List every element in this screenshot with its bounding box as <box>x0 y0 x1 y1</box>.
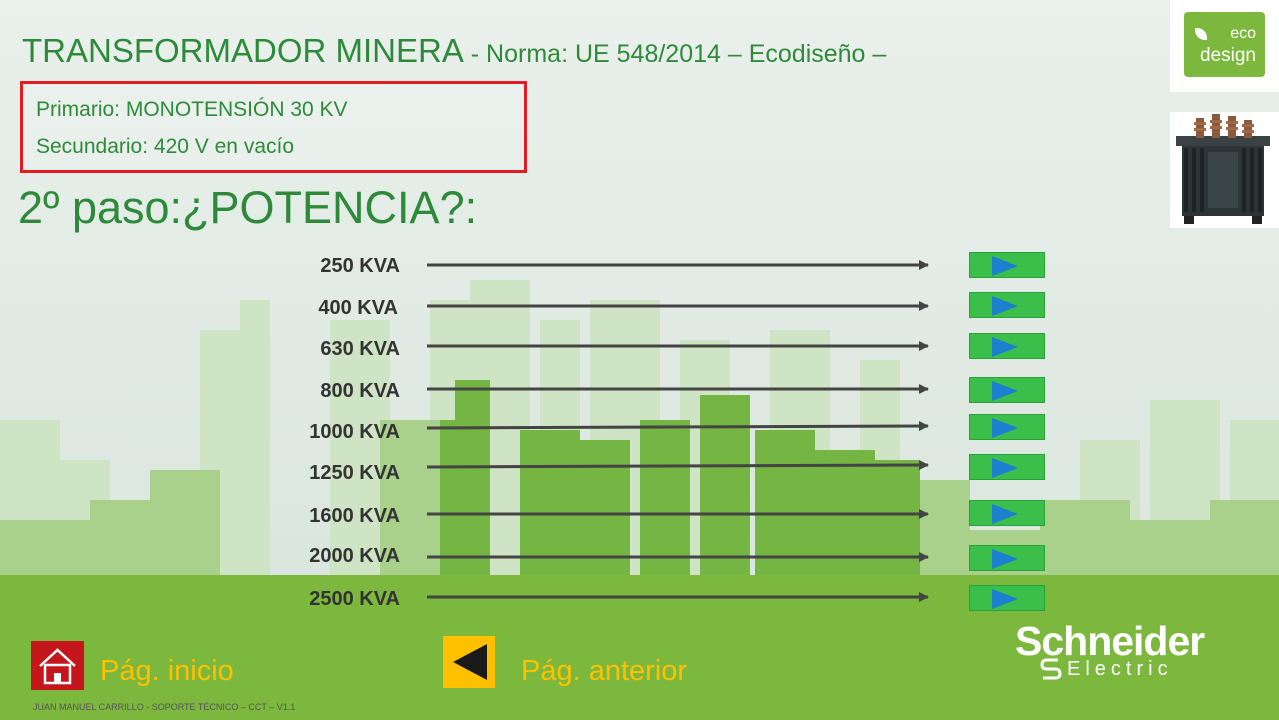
title-main: TRANSFORMADOR MINERA <box>22 32 464 69</box>
select-400-button[interactable] <box>969 292 1045 318</box>
select-2000-button[interactable] <box>969 545 1045 571</box>
power-label-630: 630 KVA <box>320 338 400 360</box>
play-icon <box>992 458 1018 478</box>
previous-page-link[interactable]: Pág. anterior <box>521 655 688 687</box>
brand-name: Schneider <box>1015 618 1205 664</box>
eco-logo-word2: design <box>1200 45 1256 66</box>
play-icon <box>992 418 1018 438</box>
voltage-specs-box: Primario: MONOTENSIÓN 30 KV Secundario: … <box>20 81 527 173</box>
select-800-button[interactable] <box>969 377 1045 403</box>
power-label-250: 250 KVA <box>320 255 400 277</box>
play-icon <box>992 337 1018 357</box>
brand-sub: Electric <box>1067 658 1173 680</box>
select-1000-button[interactable] <box>969 414 1045 440</box>
triangle-left-icon <box>453 644 487 680</box>
power-label-2500: 2500 KVA <box>309 588 400 610</box>
secondary-voltage: Secundario: 420 V en vacío <box>36 135 295 158</box>
play-icon <box>992 549 1018 569</box>
primary-voltage: Primario: MONOTENSIÓN 30 KV <box>36 98 348 121</box>
select-250-button[interactable] <box>969 252 1045 278</box>
play-icon <box>992 296 1018 316</box>
select-1250-button[interactable] <box>969 454 1045 480</box>
title-subtitle: - Norma: UE 548/2014 – Ecodiseño – <box>463 40 887 68</box>
home-button[interactable] <box>31 641 84 690</box>
transformer-image <box>1170 112 1279 228</box>
schneider-s-icon <box>1040 658 1062 680</box>
page-title: TRANSFORMADOR MINERA - Norma: UE 548/201… <box>22 32 886 70</box>
power-label-1250: 1250 KVA <box>309 462 400 484</box>
footer-credits: JUAN MANUEL CARRILLO - SOPORTE TÉCNICO –… <box>33 702 296 712</box>
play-icon <box>992 256 1018 276</box>
power-label-400: 400 KVA <box>318 297 398 319</box>
schneider-electric-logo: Schneider Electric <box>1015 618 1205 680</box>
play-icon <box>992 589 1018 609</box>
eco-logo-word1: eco <box>1230 25 1256 42</box>
ecodesign-logo: eco design <box>1184 12 1265 77</box>
select-630-button[interactable] <box>969 333 1045 359</box>
play-icon <box>992 504 1018 524</box>
power-label-1000: 1000 KVA <box>309 421 400 443</box>
previous-page-button[interactable] <box>443 636 495 688</box>
step-heading: 2º paso:¿POTENCIA?: <box>18 182 478 233</box>
select-2500-button[interactable] <box>969 585 1045 611</box>
ecodesign-panel: eco design <box>1170 0 1279 92</box>
home-icon <box>39 648 76 685</box>
transformer-icon <box>1176 114 1270 224</box>
play-icon <box>992 381 1018 401</box>
home-link[interactable]: Pág. inicio <box>100 655 234 687</box>
power-label-1600: 1600 KVA <box>309 505 400 527</box>
power-label-800: 800 KVA <box>320 380 400 402</box>
select-1600-button[interactable] <box>969 500 1045 526</box>
leaf-icon <box>1195 28 1207 40</box>
power-label-2000: 2000 KVA <box>309 545 400 567</box>
